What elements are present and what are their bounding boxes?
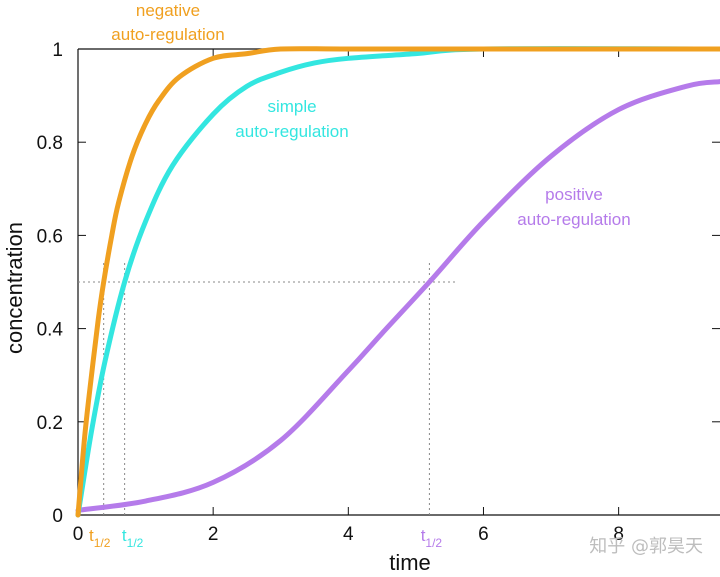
y-tick-label: 0.6: [37, 226, 63, 247]
y-tick-label: 0.2: [37, 413, 63, 434]
half-time-label: t1/2: [122, 526, 144, 550]
y-axis-ticks: 0 0.2 0.4 0.6 0.8 1: [37, 40, 720, 527]
half-time-label: t1/2: [421, 526, 443, 550]
series-label-negative-line2: auto-regulation: [111, 25, 224, 44]
series-line-simple: [75, 46, 720, 518]
x-tick-label: 4: [343, 524, 354, 545]
x-axis-ticks: 0 2 4 6 8: [73, 49, 624, 545]
series-label-simple-line2: auto-regulation: [235, 122, 348, 141]
x-tick-label: 2: [208, 524, 219, 545]
half-time-symbol: t: [122, 526, 127, 545]
series-label-positive-line1: positive: [545, 185, 603, 204]
series-label-negative-line1: negative: [136, 1, 200, 20]
y-tick-label: 1: [52, 40, 63, 61]
half-time-symbol: t: [89, 526, 94, 545]
series-lines: [75, 46, 720, 518]
series-label-simple-line1: simple: [267, 97, 316, 116]
y-tick-label: 0: [52, 506, 63, 527]
y-tick-label: 0.8: [37, 133, 63, 154]
half-time-reference-lines: [78, 260, 458, 515]
half-time-subscript: 1/2: [425, 536, 442, 550]
series-label-positive-line2: auto-regulation: [517, 210, 630, 229]
series-line-negative: [75, 46, 720, 518]
half-time-subscript: 1/2: [94, 536, 111, 550]
series-line-positive: [75, 79, 720, 513]
watermark: 知乎 @郭昊天: [589, 536, 703, 557]
half-time-symbol: t: [421, 526, 426, 545]
y-tick-label: 0.4: [37, 320, 64, 341]
y-axis-title: concentration: [2, 222, 27, 354]
half-time-labels: t1/2 t1/2 t1/2: [89, 526, 442, 550]
x-tick-label: 8: [613, 524, 624, 545]
x-tick-label: 6: [478, 524, 489, 545]
x-axis-title: time: [389, 550, 431, 575]
series-labels: negative auto-regulation simple auto-regula…: [111, 1, 630, 229]
half-time-label: t1/2: [89, 526, 111, 550]
half-time-subscript: 1/2: [127, 536, 144, 550]
x-tick-label: 0: [73, 524, 84, 545]
